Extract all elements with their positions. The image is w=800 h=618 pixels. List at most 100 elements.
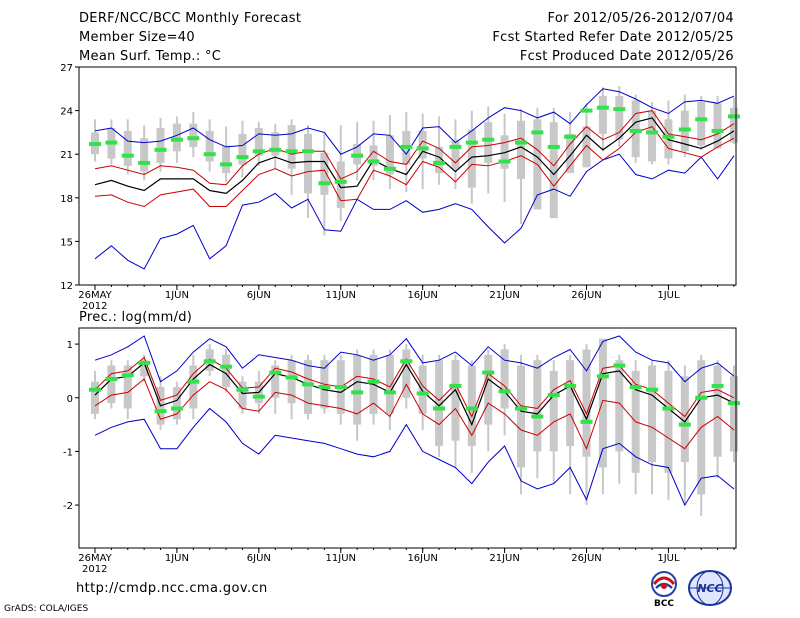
temperature-xtick-label: 26JUN: [571, 290, 601, 301]
temperature-median-marker: [711, 128, 724, 133]
temperature-box: [631, 100, 640, 158]
precipitation-box: [385, 354, 394, 414]
temperature-upper-spread-line: [94, 88, 735, 156]
precipitation-box: [484, 354, 493, 425]
temperature-median-marker: [465, 140, 478, 145]
temperature-median-marker: [433, 160, 446, 165]
precipitation-ensemble-mean-line: [94, 361, 735, 427]
temperature-box: [336, 161, 345, 208]
precipitation-median-marker: [547, 393, 560, 398]
precipitation-median-marker: [301, 382, 314, 387]
temperature-xtick-label: 1JUL: [657, 290, 680, 301]
start-date: Fcst Started Refer Date 2012/05/25: [492, 30, 734, 45]
precipitation-median-marker: [236, 387, 249, 392]
precipitation-box: [516, 365, 525, 468]
precipitation-median-marker: [351, 390, 364, 395]
produced-date: Fcst Produced Date 2012/05/26: [519, 49, 734, 64]
temperature-ytick-label: 21: [60, 150, 73, 161]
precipitation-box: [107, 365, 116, 404]
temperature-median-marker: [695, 117, 708, 122]
precipitation-median-marker: [465, 406, 478, 411]
temperature-box: [156, 128, 165, 163]
svg-text:NCC: NCC: [697, 582, 722, 595]
precipitation-xtick-year: 2012: [82, 564, 107, 575]
precipitation-median-marker: [105, 376, 118, 381]
precipitation-median-marker: [121, 373, 134, 378]
precipitation-median-marker: [662, 406, 675, 411]
source-url[interactable]: http://cmdp.ncc.cma.gov.cn: [76, 581, 268, 596]
precipitation-frame: [78, 327, 737, 549]
precipitation-box: [353, 354, 362, 425]
svg-text:BCC: BCC: [654, 599, 674, 608]
precipitation-box: [680, 376, 689, 463]
temperature-xtick-label: 21JUN: [489, 290, 519, 301]
precipitation-ytick-label: -1: [63, 447, 73, 458]
precipitation-median-marker: [269, 370, 282, 375]
precipitation-median-marker: [416, 391, 429, 396]
temperature-box: [287, 125, 296, 169]
temperature-median-marker: [269, 147, 282, 152]
temperature-median-marker: [400, 144, 413, 149]
temperature-median-marker: [564, 134, 577, 139]
precipitation-xtick-label: 6JUN: [247, 553, 271, 564]
precipitation-median-marker: [727, 401, 740, 406]
precipitation-median-marker: [580, 419, 593, 424]
temperature-median-marker: [498, 159, 511, 164]
precipitation-xtick-label: 26JUN: [571, 553, 601, 564]
temperature-median-marker: [187, 136, 200, 141]
precipitation-median-marker: [187, 379, 200, 384]
temperature-median-marker: [580, 108, 593, 113]
temperature-box: [713, 103, 722, 149]
temperature-ytick-label: 12: [60, 281, 73, 292]
precipitation-median-marker: [367, 379, 380, 384]
precipitation-median-marker: [449, 383, 462, 388]
precipitation-median-marker: [646, 387, 659, 392]
precipitation-box: [467, 365, 476, 447]
temperature-median-marker: [121, 153, 134, 158]
grads-credit: GrADS: COLA/IGES: [4, 604, 89, 614]
precipitation-median-marker: [482, 370, 495, 375]
precipitation-ytick-label: 1: [67, 340, 73, 351]
chart-title: DERF/NCC/BCC Monthly Forecast: [79, 11, 302, 26]
temperature-xtick-label: 16JUN: [407, 290, 437, 301]
precipitation-median-marker: [531, 414, 544, 419]
temperature-box: [189, 123, 198, 147]
temperature-median-marker: [105, 140, 118, 145]
temperature-box: [418, 130, 427, 159]
ncc-logo: NCC: [688, 570, 732, 606]
precipitation-upper-quartile-line: [94, 356, 735, 418]
precipitation-box: [91, 381, 99, 414]
precipitation-median-marker: [711, 383, 724, 388]
member-size: Member Size=40: [79, 30, 195, 45]
precipitation-median-marker: [383, 390, 396, 395]
precipitation-box: [598, 338, 607, 468]
temperature-median-marker: [301, 149, 314, 154]
temperature-median-marker: [236, 155, 249, 160]
precipitation-xtick-label: 26MAY: [78, 553, 112, 564]
temperature-median-marker: [727, 114, 740, 119]
temperature-box: [566, 133, 575, 174]
precipitation-box: [729, 376, 738, 452]
precipitation-median-marker: [678, 422, 691, 427]
temperature-box: [648, 110, 657, 162]
temperature-box: [123, 130, 132, 166]
temperature-median-marker: [203, 152, 216, 157]
temperature-median-marker: [662, 134, 675, 139]
precipitation-box: [418, 365, 427, 414]
precipitation-median-marker: [629, 385, 642, 390]
temperature-median-marker: [154, 147, 167, 152]
temperature-box: [467, 129, 476, 188]
temperature-box: [500, 135, 509, 169]
precipitation-xtick-label: 1JUL: [657, 553, 680, 564]
precipitation-median-marker: [318, 385, 331, 390]
temperature-median-marker: [334, 179, 347, 184]
precipitation-box: [303, 360, 312, 414]
forecast-range: For 2012/05/26-2012/07/04: [547, 11, 734, 26]
temperature-box: [582, 126, 591, 168]
temperature-box: [205, 130, 214, 162]
precipitation-plot: [89, 335, 740, 516]
temperature-median-marker: [547, 144, 560, 149]
temperature-box: [516, 120, 525, 179]
temperature-box: [729, 107, 738, 143]
